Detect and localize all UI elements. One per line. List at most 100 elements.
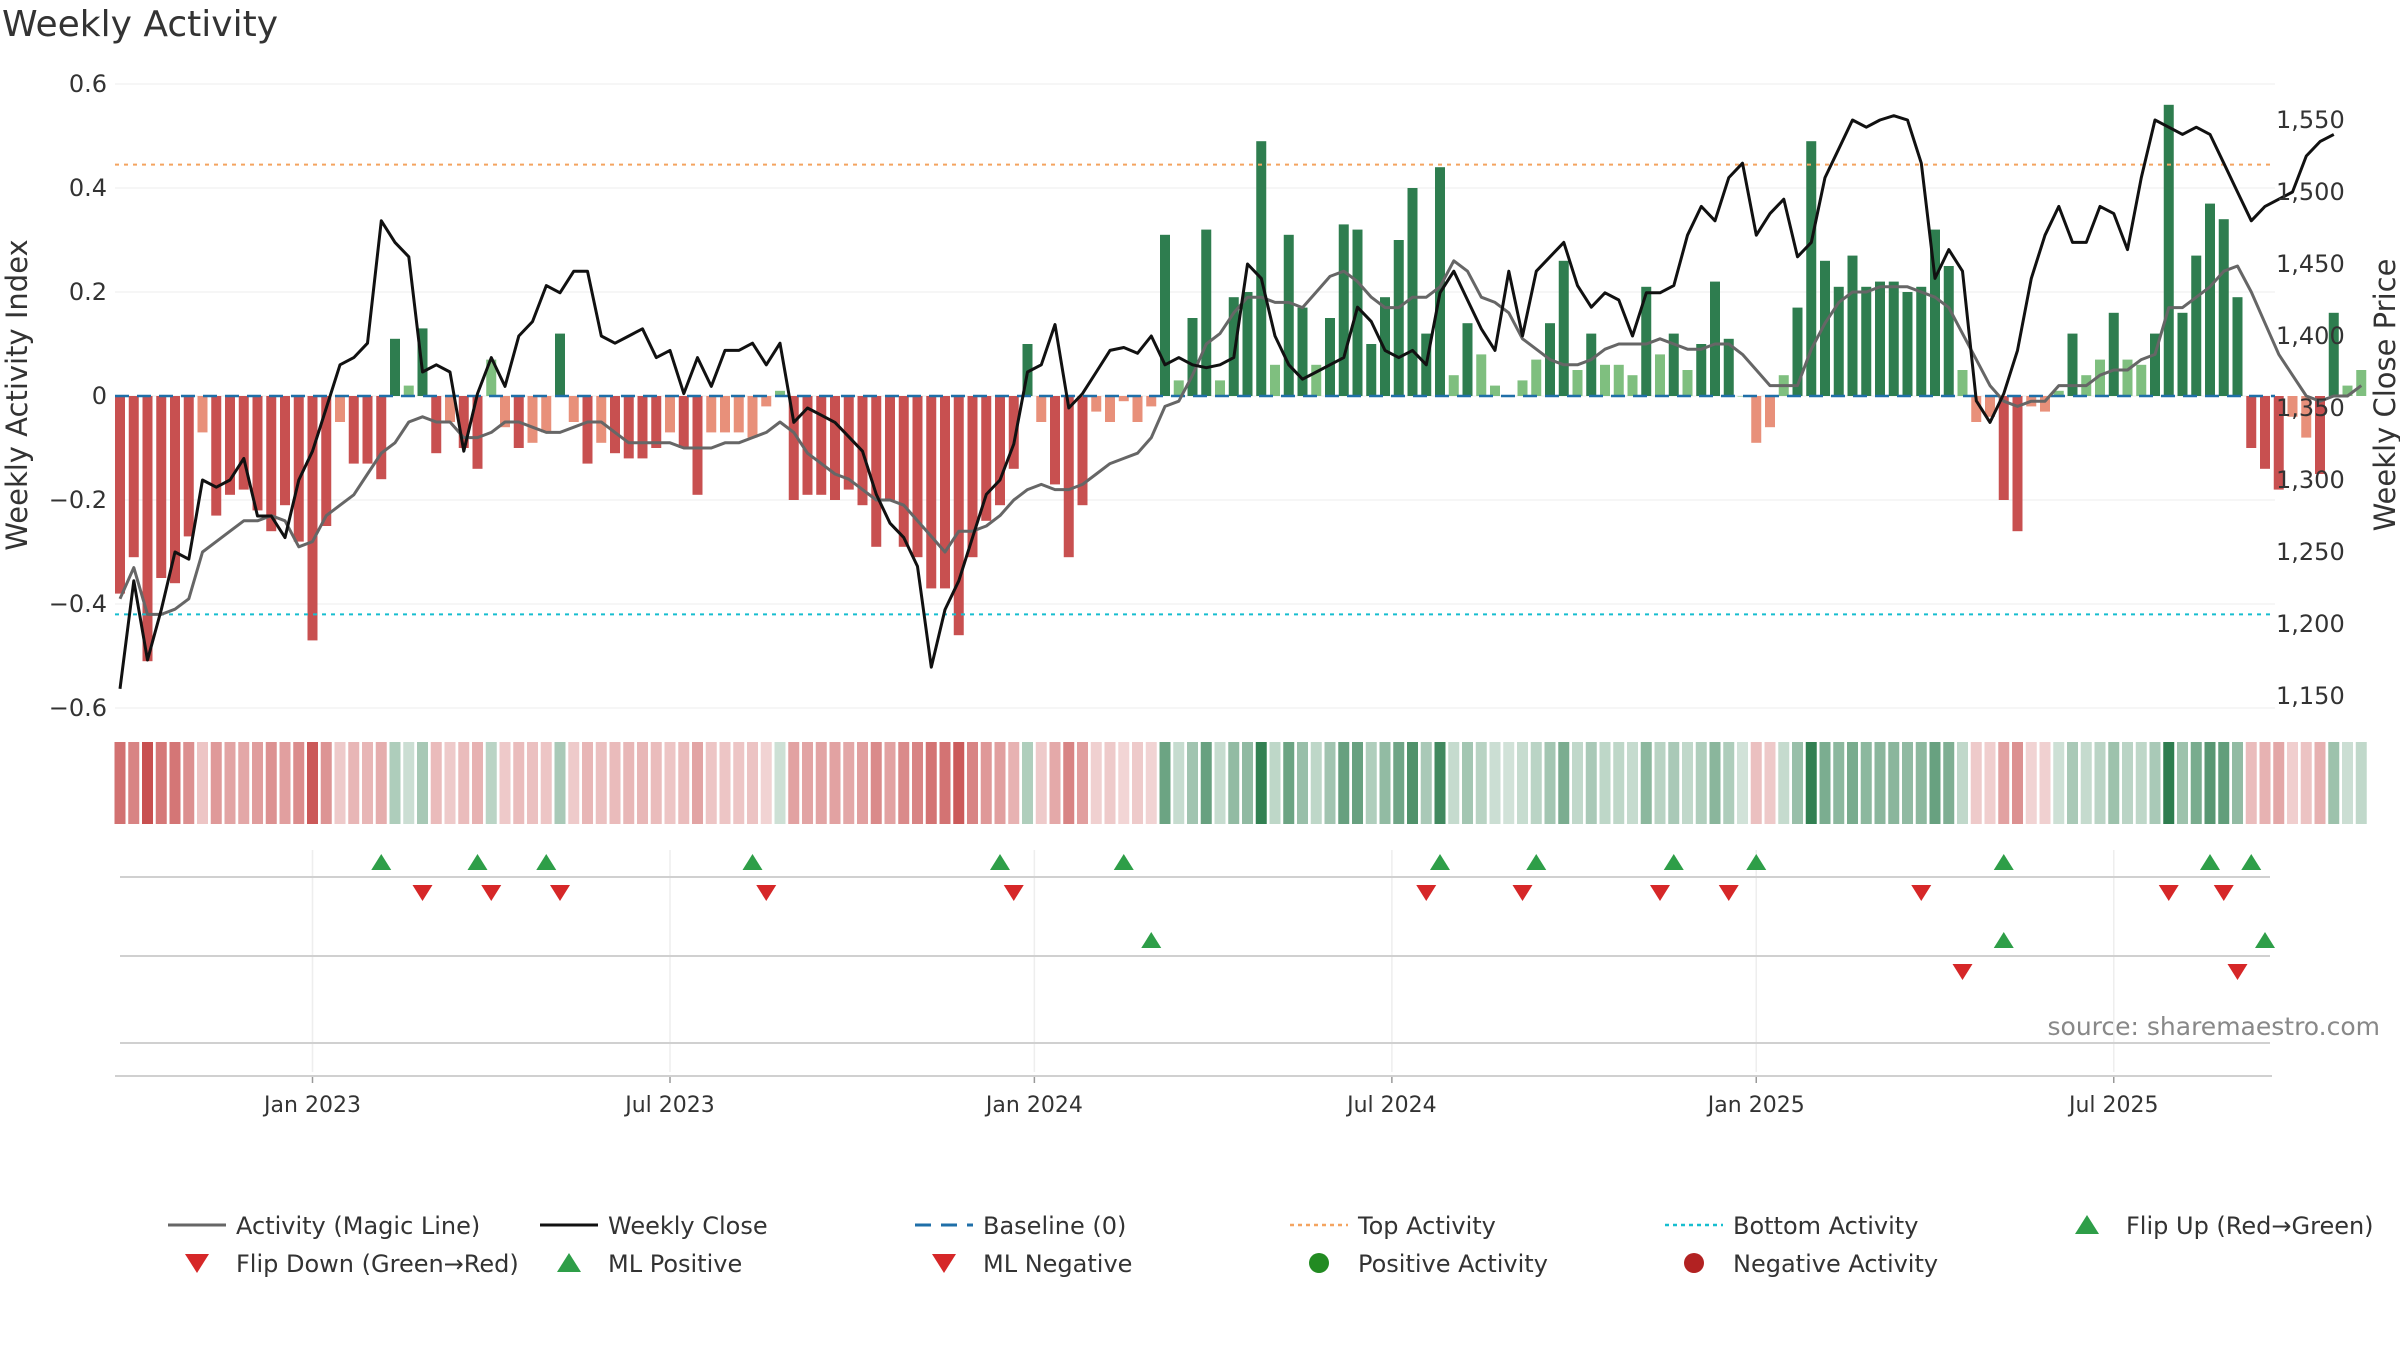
- heat-cell-33: [568, 742, 580, 824]
- heat-cell-147: [2135, 742, 2147, 824]
- activity-bar-114: [1682, 370, 1693, 396]
- heat-cell-18: [362, 742, 373, 824]
- activity-bar-93: [1393, 240, 1404, 396]
- heat-cell-41: [678, 742, 690, 824]
- heat-cell-27: [485, 742, 497, 824]
- activity-bar-126: [1847, 255, 1858, 396]
- legend-item-flipdown: Flip Down (Green→Red): [185, 1250, 519, 1278]
- heat-cell-139: [2025, 742, 2037, 824]
- heat-cell-5: [183, 742, 195, 824]
- activity-bar-132: [1930, 229, 1940, 396]
- activity-bar-109: [1613, 364, 1624, 396]
- heat-cell-124: [1819, 742, 1831, 824]
- activity-bar-113: [1668, 333, 1679, 396]
- heat-cell-9: [238, 742, 250, 824]
- activity-bar-154: [2232, 297, 2243, 396]
- activity-bar-155: [2246, 396, 2257, 448]
- heat-cell-11: [265, 742, 277, 824]
- legend-label-top: Top Activity: [1357, 1212, 1496, 1240]
- heat-cell-103: [1530, 742, 1542, 824]
- flip-down-marker-1: [481, 885, 502, 901]
- heat-cell-141: [2053, 742, 2065, 824]
- activity-bar-35: [596, 396, 607, 443]
- y-right-tick-8: 1,150: [2276, 682, 2345, 710]
- heat-cell-45: [733, 742, 745, 824]
- activity-bar-10: [252, 396, 263, 511]
- activity-bar-5: [183, 396, 194, 537]
- heat-cell-78: [1187, 742, 1198, 824]
- heat-cell-25: [458, 742, 470, 824]
- heat-cell-55: [870, 742, 882, 824]
- heat-cell-109: [1613, 742, 1625, 824]
- heat-cell-66: [1022, 742, 1033, 824]
- activity-bar-141: [2053, 390, 2064, 396]
- heat-cell-65: [1008, 742, 1020, 824]
- flip-down-marker-6: [1512, 885, 1533, 901]
- flip-down-marker-9: [1911, 885, 1932, 901]
- activity-bar-7: [211, 396, 222, 516]
- activity-bar-57: [898, 396, 909, 547]
- activity-bar-147: [2136, 364, 2147, 396]
- heat-cell-64: [994, 742, 1006, 824]
- activity-bar-111: [1641, 286, 1652, 396]
- activity-bar-45: [733, 396, 744, 433]
- heat-cell-123: [1805, 742, 1817, 824]
- activity-bar-108: [1600, 364, 1610, 396]
- heat-cell-58: [912, 742, 923, 824]
- legend-item-mlneg: ML Negative: [932, 1250, 1132, 1278]
- legend-label-flipup: Flip Up (Red→Green): [2126, 1212, 2374, 1240]
- source-credit: source: sharemaestro.com: [2047, 1012, 2381, 1041]
- x-tick-1: Jul 2023: [623, 1093, 715, 1118]
- activity-bar-105: [1558, 260, 1569, 396]
- activity-bar-88: [1325, 318, 1335, 396]
- heat-cell-111: [1640, 742, 1652, 824]
- heat-cell-100: [1489, 742, 1501, 824]
- activity-bar-30: [527, 396, 538, 443]
- y-right-tick-6: 1,250: [2276, 538, 2345, 566]
- event-markers: [115, 854, 2275, 1077]
- activity-bar-81: [1228, 297, 1239, 396]
- heat-cell-145: [2108, 742, 2120, 824]
- heat-cell-99: [1475, 742, 1487, 824]
- legend-label-bottom: Bottom Activity: [1733, 1212, 1918, 1240]
- activity-bar-66: [1022, 344, 1033, 396]
- y-axis-right-label: Weekly Close Price: [2368, 259, 2400, 532]
- activity-bar-52: [830, 396, 840, 500]
- ml-positive-marker-1: [1993, 932, 2014, 948]
- heat-cell-42: [692, 742, 703, 824]
- legend-symbol-flipup: [2075, 1215, 2099, 1234]
- heat-cell-91: [1365, 742, 1377, 824]
- heat-cell-63: [980, 742, 992, 824]
- heat-cell-19: [375, 742, 387, 824]
- heat-cell-161: [2328, 742, 2340, 824]
- heat-cell-86: [1297, 742, 1308, 824]
- heat-cell-120: [1764, 742, 1776, 824]
- heat-cell-157: [2273, 742, 2285, 824]
- heat-cell-81: [1228, 742, 1240, 824]
- activity-bar-38: [637, 396, 648, 459]
- flip-down-marker-5: [1416, 885, 1437, 901]
- activity-bar-24: [445, 396, 455, 422]
- activity-bar-160: [2315, 396, 2325, 474]
- grid-lines: [115, 83, 2275, 1072]
- activity-bar-94: [1407, 188, 1418, 396]
- heat-cell-117: [1723, 742, 1735, 824]
- activity-bar-159: [2301, 396, 2312, 438]
- activity-bar-99: [1476, 354, 1487, 396]
- heat-cell-148: [2149, 742, 2161, 824]
- activity-bar-8: [225, 396, 235, 495]
- activity-bar-110: [1627, 375, 1638, 396]
- activity-bar-67: [1036, 396, 1047, 422]
- y-left-tick-3: 0: [92, 382, 107, 410]
- activity-bar-72: [1105, 396, 1115, 422]
- activity-bar-156: [2260, 396, 2270, 469]
- activity-bar-34: [582, 396, 593, 464]
- x-tick-2: Jan 2024: [984, 1093, 1083, 1118]
- activity-bar-63: [981, 396, 992, 521]
- legend-symbol-neg: [1684, 1253, 1704, 1273]
- heat-cell-130: [1902, 742, 1913, 824]
- flip-down-marker-8: [1718, 885, 1739, 901]
- axis-ticks: 0.6 0.4 0.2 0 −0.2 −0.4 −0.6 1,550 1,500 1,450 1,4…: [49, 70, 2345, 1118]
- ml-positive-marker-0: [1141, 932, 1162, 948]
- heat-cell-151: [2190, 742, 2202, 824]
